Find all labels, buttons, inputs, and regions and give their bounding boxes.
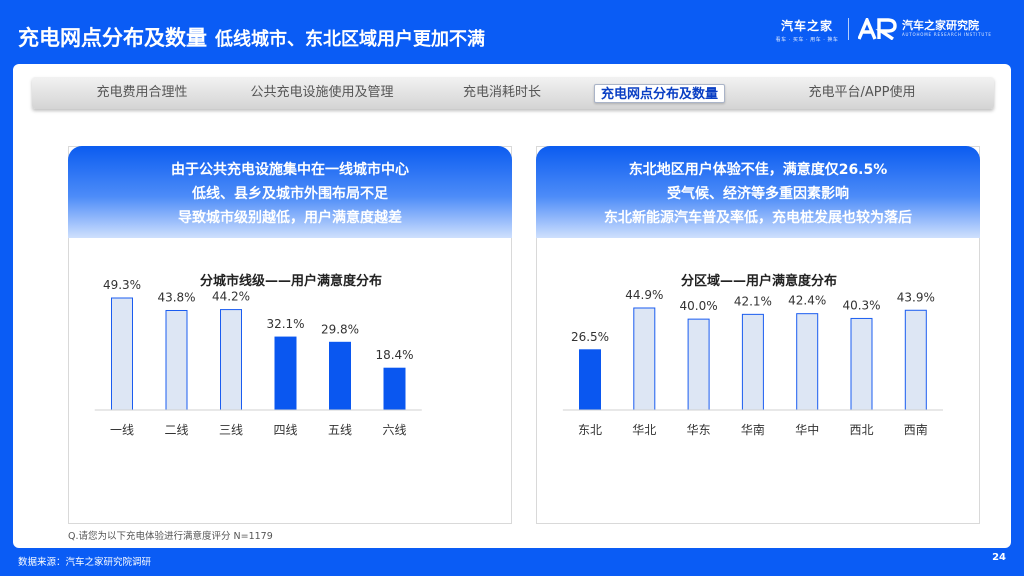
card-city-tier-headline: 由于公共充电设施集中在一线城市中心 低线、县乡及城市外围布局不足 导致城市级别越… [68, 146, 512, 238]
category-label: 三线 [219, 423, 243, 437]
page-title-sub: 低线城市、东北区域用户更加不满 [215, 29, 485, 50]
bar-chart-region: 26.5% 东北 44.9% 华北 40.0% 华东 42.1% 华南 42.4% 华中 40.3%… [562, 288, 943, 437]
bar-chart-city-tier: 49.3% 一线 43.8% 二线 44.2% 三线 32.1% 四线 29.8% 五线 18.4%… [94, 278, 422, 437]
category-label: 西北 [849, 423, 873, 437]
chart-title-city-tier: 分城市线级——用户满意度分布 [199, 274, 382, 289]
tab-charging-fee[interactable]: 充电费用合理性 [96, 85, 188, 100]
logo-divider [848, 18, 849, 40]
headline-line: 由于公共充电设施集中在一线城市中心 [171, 162, 409, 178]
bar-五线 [329, 341, 351, 411]
bar-西北 [850, 317, 873, 411]
data-label: 40.3% [842, 298, 880, 312]
data-label: 18.4% [375, 348, 413, 362]
headline-line: 低线、县乡及城市外围布局不足 [192, 186, 388, 202]
card-city-tier: 由于公共充电设施集中在一线城市中心 低线、县乡及城市外围布局不足 导致城市级别越… [68, 146, 512, 524]
category-label: 东北 [578, 423, 602, 437]
data-label: 40.0% [680, 299, 718, 313]
data-label: 42.1% [734, 294, 772, 308]
bar-六线 [383, 367, 406, 411]
chart-title-region: 分区域——用户满意度分布 [680, 274, 837, 289]
data-label: 26.5% [571, 330, 609, 344]
tab-charging-time[interactable]: 充电消耗时长 [462, 85, 541, 100]
tab-public-charging-management[interactable]: 公共充电设施使用及管理 [250, 85, 394, 100]
category-label: 四线 [273, 423, 297, 437]
card-region-headline: 东北地区用户体验不佳，满意度仅26.5% 受气候、经济等多重因素影响 东北新能源… [536, 146, 980, 238]
category-label: 华北 [632, 423, 656, 437]
autohome-logo-tagline: 看车 · 买车 · 用车 · 换车 [775, 37, 839, 43]
data-label: 49.3% [103, 278, 141, 292]
bar-一线 [111, 297, 133, 411]
data-label: 42.4% [788, 294, 826, 308]
bar-二线 [165, 309, 188, 411]
category-label: 西南 [904, 422, 928, 437]
content-panel: 充电费用合理性 公共充电设施使用及管理 充电消耗时长 充电网点分布及数量 充电平… [13, 64, 1011, 548]
survey-question-note: Q.请您为以下充电体验进行满意度评分 N=1179 [68, 531, 273, 542]
institute-logo-text: 汽车之家研究院 [902, 19, 979, 32]
section-tab-bar: 充电费用合理性 公共充电设施使用及管理 充电消耗时长 充电网点分布及数量 充电平… [32, 77, 994, 109]
bar-华东 [687, 318, 710, 411]
bar-华北 [633, 307, 656, 411]
category-label: 华中 [795, 422, 819, 437]
headline-line: 受气候、经济等多重因素影响 [667, 186, 849, 202]
headline-line: 导致城市级别越低，用户满意度越差 [178, 210, 402, 226]
tab-charging-platform-app[interactable]: 充电平台/APP使用 [808, 85, 916, 100]
category-label: 六线 [382, 423, 406, 437]
headline-line: 东北地区用户体验不佳，满意度仅26.5% [628, 162, 888, 178]
data-source: 数据来源：汽车之家研究院调研 [18, 557, 152, 568]
data-label: 32.1% [266, 317, 304, 331]
bar-东北 [579, 349, 601, 411]
tab-charging-network-distribution[interactable]: 充电网点分布及数量 [594, 84, 726, 103]
bar-华中 [796, 313, 819, 411]
ar-logo-icon [858, 18, 897, 40]
page-title: 充电网点分布及数量 低线城市、东北区域用户更加不满 [18, 22, 485, 52]
bar-华南 [741, 313, 764, 411]
bar-西南 [904, 309, 927, 411]
category-label: 华南 [741, 422, 765, 437]
data-label: 44.9% [625, 288, 663, 302]
category-label: 二线 [164, 423, 188, 437]
category-label: 华东 [687, 423, 711, 437]
bar-四线 [274, 336, 297, 411]
data-label: 43.8% [157, 290, 195, 304]
category-label: 一线 [110, 423, 134, 437]
page-title-main: 充电网点分布及数量 [18, 26, 207, 50]
headline-line: 东北新能源汽车普及率低，充电桩发展也较为落后 [604, 210, 912, 226]
bar-三线 [220, 309, 242, 411]
institute-logo-en: AUTOHOME RESEARCH INSTITUTE [902, 32, 992, 37]
autohome-logo: 汽车之家 看车 · 买车 · 用车 · 换车 [772, 17, 842, 43]
category-label: 五线 [328, 423, 352, 437]
data-label: 44.2% [212, 290, 250, 304]
data-label: 43.9% [897, 290, 935, 304]
autohome-logo-text: 汽车之家 [780, 19, 833, 33]
data-label: 29.8% [321, 322, 359, 336]
card-region: 东北地区用户体验不佳，满意度仅26.5% 受气候、经济等多重因素影响 东北新能源… [536, 146, 980, 524]
slide-header: 充电网点分布及数量 低线城市、东北区域用户更加不满 汽车之家 看车 · 买车 · … [0, 0, 1024, 62]
page-number: 24 [992, 552, 1006, 563]
